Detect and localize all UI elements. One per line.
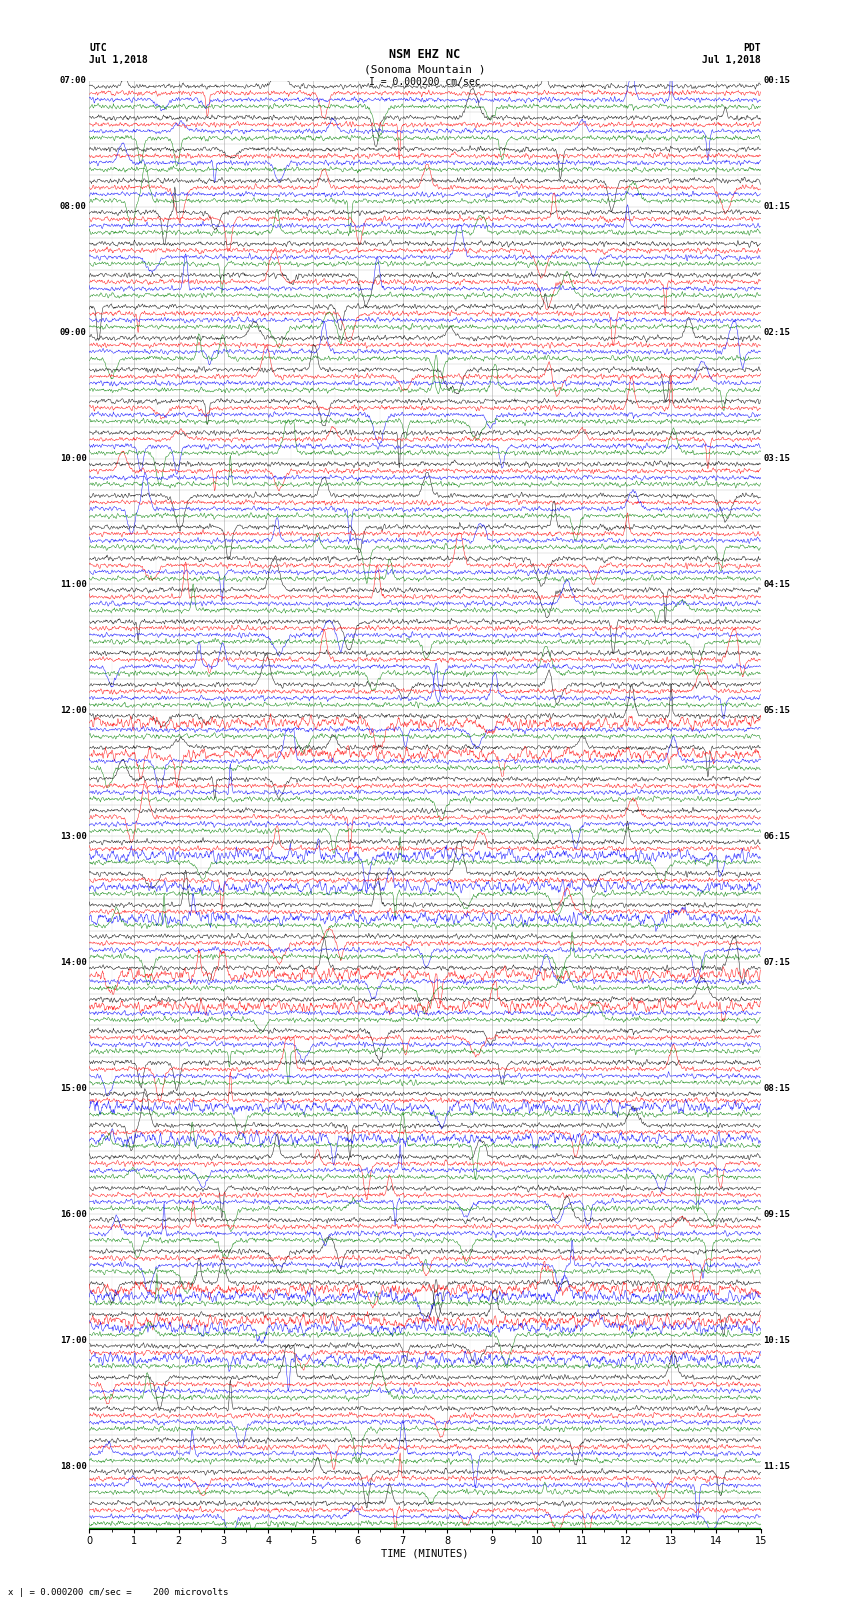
Text: Jul 1,2018: Jul 1,2018: [702, 55, 761, 65]
Text: 11:00: 11:00: [60, 581, 87, 589]
Text: 18:00: 18:00: [60, 1461, 87, 1471]
Text: UTC: UTC: [89, 44, 107, 53]
Text: Jul 1,2018: Jul 1,2018: [89, 55, 148, 65]
Text: 12:00: 12:00: [60, 706, 87, 715]
Text: 07:00: 07:00: [60, 76, 87, 85]
Text: 14:00: 14:00: [60, 958, 87, 966]
Text: 08:15: 08:15: [763, 1084, 791, 1092]
Text: 01:15: 01:15: [763, 202, 791, 211]
Text: 13:00: 13:00: [60, 832, 87, 840]
Text: 09:00: 09:00: [60, 327, 87, 337]
Text: 06:15: 06:15: [763, 832, 791, 840]
Text: 10:15: 10:15: [763, 1336, 791, 1345]
Text: 15:00: 15:00: [60, 1084, 87, 1092]
Text: 17:00: 17:00: [60, 1336, 87, 1345]
Text: 05:15: 05:15: [763, 706, 791, 715]
Text: 02:15: 02:15: [763, 327, 791, 337]
Text: 09:15: 09:15: [763, 1210, 791, 1219]
Text: I = 0.000200 cm/sec: I = 0.000200 cm/sec: [369, 77, 481, 87]
Text: x | = 0.000200 cm/sec =    200 microvolts: x | = 0.000200 cm/sec = 200 microvolts: [8, 1587, 229, 1597]
Text: 03:15: 03:15: [763, 453, 791, 463]
Text: 07:15: 07:15: [763, 958, 791, 966]
Text: 11:15: 11:15: [763, 1461, 791, 1471]
Text: 00:15: 00:15: [763, 76, 791, 85]
Text: 04:15: 04:15: [763, 581, 791, 589]
Text: 16:00: 16:00: [60, 1210, 87, 1219]
Text: (Sonoma Mountain ): (Sonoma Mountain ): [365, 65, 485, 74]
Text: PDT: PDT: [743, 44, 761, 53]
Text: 08:00: 08:00: [60, 202, 87, 211]
X-axis label: TIME (MINUTES): TIME (MINUTES): [382, 1548, 468, 1558]
Text: NSM EHZ NC: NSM EHZ NC: [389, 48, 461, 61]
Text: 10:00: 10:00: [60, 453, 87, 463]
